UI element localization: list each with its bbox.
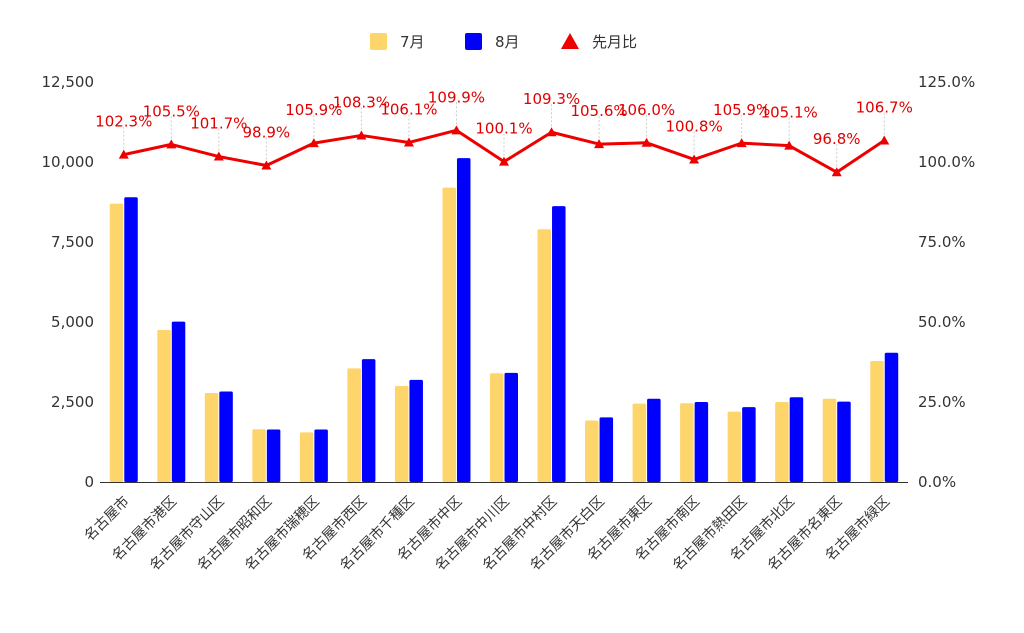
bar-jul xyxy=(442,187,456,482)
y-axis-right-tick-label: 0.0% xyxy=(918,473,956,491)
ratio-point xyxy=(451,125,462,135)
bar-aug xyxy=(456,158,471,482)
ratio-point xyxy=(261,160,272,170)
y-axis-left-tick-label: 5,000 xyxy=(51,313,94,331)
ratio-data-label: 109.3% xyxy=(523,90,580,108)
bar-aug xyxy=(599,417,614,482)
bar-jul xyxy=(537,229,552,482)
legend-label: 8月 xyxy=(495,33,520,51)
legend-swatch-jul xyxy=(370,33,387,50)
ratio-data-label: 100.8% xyxy=(666,117,723,135)
bar-jul xyxy=(775,402,789,482)
legend-swatch-ratio xyxy=(561,33,579,49)
bar-aug xyxy=(124,197,138,482)
bar-jul xyxy=(870,361,884,482)
bar-jul xyxy=(822,398,837,482)
ratio-point xyxy=(356,130,367,140)
ratio-point xyxy=(213,151,224,161)
bar-aug xyxy=(171,321,186,482)
legend-swatch-aug xyxy=(465,33,482,50)
ratio-data-label: 105.6% xyxy=(570,102,627,120)
y-axis-left-tick-label: 12,500 xyxy=(42,73,95,91)
y-axis-left-tick-label: 7,500 xyxy=(51,233,94,251)
bar-aug xyxy=(361,359,376,482)
ratio-data-label: 102.3% xyxy=(95,113,152,131)
bar-jul xyxy=(394,386,409,482)
ratio-data-label: 108.3% xyxy=(333,93,390,111)
bar-jul xyxy=(299,432,314,482)
bar-aug xyxy=(694,402,709,482)
bar-aug xyxy=(409,379,423,482)
bar-jul xyxy=(109,203,124,482)
bar-aug xyxy=(266,429,281,482)
bar-aug xyxy=(647,398,661,482)
ratio-data-label: 105.1% xyxy=(761,104,818,122)
bar-aug xyxy=(314,429,328,482)
ratio-point xyxy=(499,156,509,166)
y-axis-left-tick-label: 10,000 xyxy=(42,153,95,171)
ratio-point xyxy=(118,149,129,159)
ratio-point xyxy=(879,135,890,145)
bar-jul xyxy=(680,403,694,482)
y-axis-right-tick-label: 50.0% xyxy=(918,313,966,331)
bar-jul xyxy=(727,411,742,482)
bar-jul xyxy=(632,403,647,482)
ratio-data-label: 101.7% xyxy=(190,115,247,133)
bar-jul xyxy=(157,330,171,482)
ratio-point xyxy=(308,138,319,148)
ratio-data-label: 98.9% xyxy=(243,124,291,142)
bar-aug xyxy=(504,372,518,482)
ratio-point xyxy=(594,139,605,149)
y-axis-left-tick-label: 2,500 xyxy=(51,393,94,411)
bar-aug xyxy=(837,401,851,482)
ratio-point xyxy=(831,167,842,177)
ratio-point xyxy=(641,137,652,147)
bar-jul xyxy=(204,393,219,482)
ratio-point xyxy=(689,154,700,164)
ratio-data-label: 100.1% xyxy=(475,120,532,138)
ratio-point xyxy=(736,138,747,148)
bar-jul xyxy=(490,373,504,482)
ratio-data-label: 105.9% xyxy=(713,101,770,119)
ratio-data-label: 105.9% xyxy=(285,101,342,119)
y-axis-right-tick-label: 75.0% xyxy=(918,233,966,251)
ratio-data-label: 109.9% xyxy=(428,88,485,106)
bar-aug xyxy=(742,407,756,482)
bar-jul xyxy=(585,420,599,482)
ratio-data-label: 106.1% xyxy=(380,100,437,118)
bar-aug xyxy=(789,397,804,482)
legend-label: 7月 xyxy=(400,33,425,51)
bar-jul xyxy=(347,368,361,482)
ratio-point xyxy=(403,137,414,147)
bar-aug xyxy=(552,206,566,482)
bar-aug xyxy=(884,352,899,482)
y-axis-right-tick-label: 25.0% xyxy=(918,393,966,411)
ratio-data-label: 106.7% xyxy=(856,99,913,117)
y-axis-right-tick-label: 125.0% xyxy=(918,73,975,91)
ratio-point xyxy=(546,127,557,137)
bar-jul xyxy=(252,429,266,482)
ratio-point xyxy=(166,139,177,149)
ratio-point xyxy=(784,140,795,150)
ratio-data-label: 96.8% xyxy=(813,130,861,148)
y-axis-left-tick-label: 0 xyxy=(84,473,94,491)
ratio-data-label: 105.5% xyxy=(143,102,200,120)
y-axis-right-tick-label: 100.0% xyxy=(918,153,975,171)
bar-aug xyxy=(219,391,233,482)
ratio-data-label: 106.0% xyxy=(618,101,675,119)
legend-label: 先月比 xyxy=(592,33,637,51)
